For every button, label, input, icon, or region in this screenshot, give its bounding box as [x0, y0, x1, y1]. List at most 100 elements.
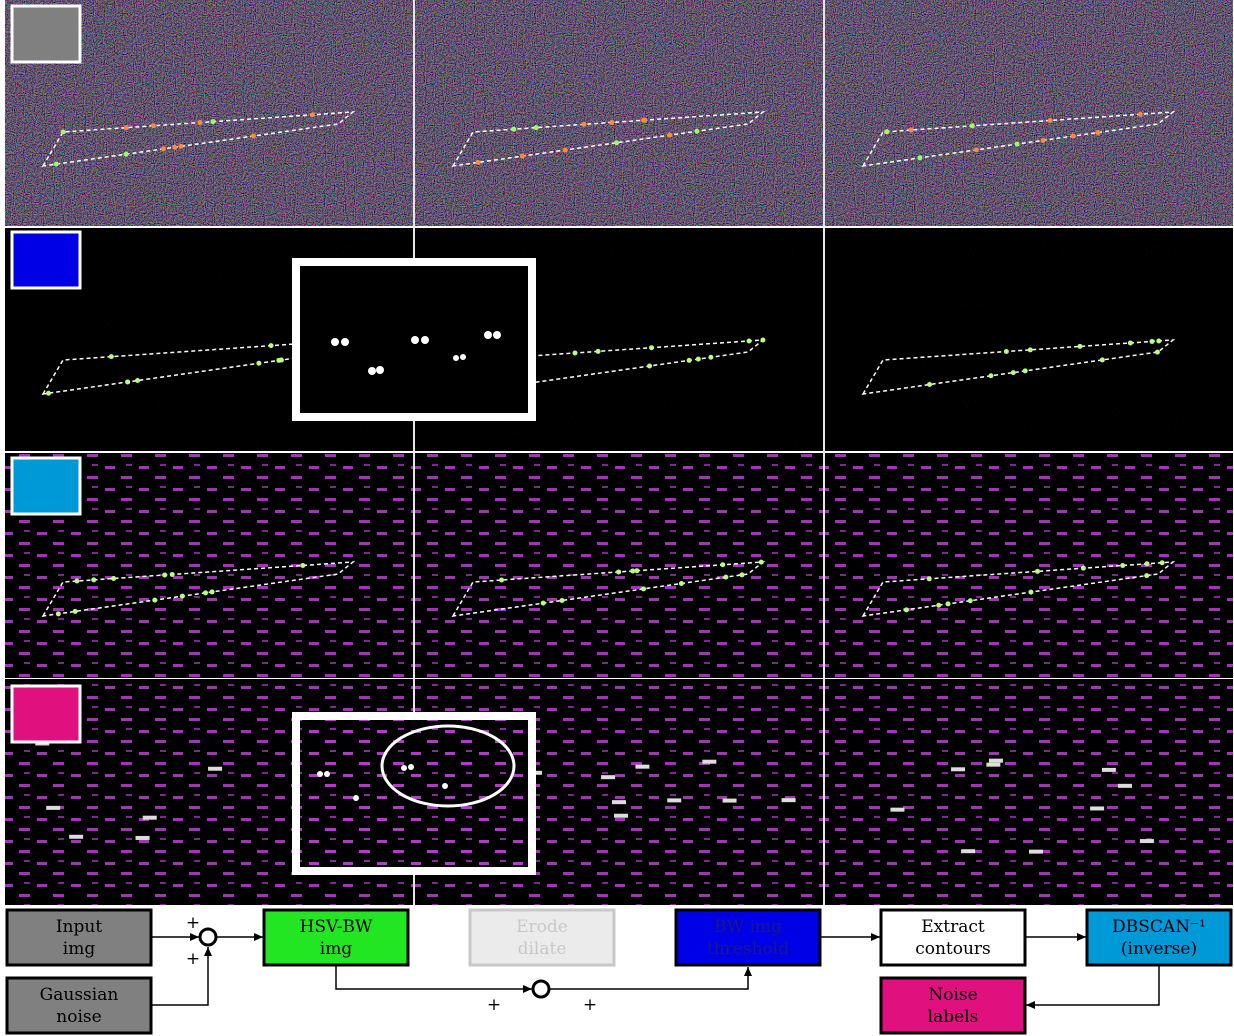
marker-dot — [1160, 560, 1165, 565]
marker-dot — [1029, 850, 1043, 854]
image-panel — [415, 0, 823, 226]
marker-dot — [61, 129, 66, 134]
image-panel — [825, 679, 1233, 905]
marker-dot — [46, 391, 51, 396]
image-panel — [825, 0, 1233, 226]
marker-dot — [1140, 839, 1154, 843]
swatch-cyan — [12, 458, 80, 514]
node-label: threshold — [707, 939, 789, 959]
marker-dot — [1028, 590, 1033, 595]
marker-dot — [1144, 561, 1149, 566]
marker-dot — [572, 350, 577, 355]
marker-dot — [69, 835, 83, 839]
marker-dot — [927, 382, 932, 387]
image-panel — [825, 228, 1233, 451]
marker-dot — [988, 373, 993, 378]
swatch-magenta — [12, 686, 80, 742]
marker-dot — [614, 814, 628, 818]
marker-dot — [890, 808, 904, 812]
marker-dot — [276, 358, 281, 363]
marker-dot — [946, 601, 951, 606]
marker-dot — [951, 767, 965, 771]
node-label: img — [320, 939, 353, 959]
node: Inputimg — [7, 910, 151, 965]
node: Extractcontours — [881, 910, 1025, 965]
marker-dot — [46, 806, 60, 810]
panel-labels — [825, 453, 1233, 678]
marker-dot — [475, 160, 480, 165]
marker-dot — [151, 123, 156, 128]
marker-dot — [1156, 338, 1161, 343]
node-label: DBSCAN⁻¹ — [1112, 917, 1206, 937]
marker-dot — [1128, 340, 1133, 345]
marker-dot — [702, 760, 716, 764]
node-label: dilate — [518, 939, 567, 959]
marker-dot — [143, 816, 157, 820]
marker-dot — [634, 568, 639, 573]
node: DBSCAN⁻¹(inverse) — [1087, 910, 1231, 965]
node-label: Extract — [921, 917, 985, 937]
node-label: BW img — [714, 917, 782, 937]
marker-dot — [208, 767, 222, 771]
marker-dot — [197, 120, 202, 125]
marker-dot — [1138, 112, 1143, 117]
marker-dot — [1095, 130, 1100, 135]
node-label: HSV-BW — [300, 917, 373, 937]
node-label: (inverse) — [1121, 939, 1197, 959]
marker-dot — [135, 378, 140, 383]
marker-dot — [723, 575, 728, 580]
marker-dot — [694, 129, 699, 134]
marker-dot — [1028, 347, 1033, 352]
marker-dot — [747, 338, 752, 343]
marker-dot — [667, 798, 681, 802]
panel-noise — [825, 228, 1233, 451]
marker-dot — [136, 836, 150, 840]
marker-dot — [961, 849, 975, 853]
marker-dot — [1071, 134, 1076, 139]
marker-dot — [520, 154, 525, 159]
marker-dot — [170, 572, 175, 577]
sign: + — [186, 913, 200, 933]
marker-dot — [124, 125, 129, 130]
node-label: img — [63, 939, 96, 959]
marker-dot — [917, 155, 922, 160]
marker-dot — [541, 601, 546, 606]
marker-dot — [609, 120, 614, 125]
sign: + — [487, 995, 501, 1015]
marker-dot — [109, 354, 114, 359]
image-grid — [0, 0, 1234, 905]
swatch-gray — [12, 6, 80, 62]
marker-dot — [1048, 118, 1053, 123]
marker-dot — [111, 576, 116, 581]
marker-dot — [511, 127, 516, 132]
marker-dot — [759, 560, 764, 565]
marker-dot — [936, 603, 941, 608]
node-label: contours — [915, 939, 991, 959]
marker-dot — [723, 799, 737, 803]
marker-dot — [1100, 357, 1105, 362]
marker-dot — [125, 379, 130, 384]
marker-dot — [1004, 349, 1009, 354]
marker-dot — [909, 128, 914, 133]
marker-dot — [1035, 569, 1040, 574]
marker-dot — [760, 338, 765, 343]
sum-node — [533, 981, 549, 997]
marker-dot — [1081, 566, 1086, 571]
marker-dot — [1155, 350, 1160, 355]
marker-dot — [1023, 368, 1028, 373]
marker-dot — [178, 144, 183, 149]
marker-dot — [1015, 142, 1020, 147]
image-panel — [825, 453, 1233, 678]
marker-dot — [667, 133, 672, 138]
marker-dot — [124, 152, 129, 157]
image-panel — [415, 453, 823, 678]
sign: + — [186, 949, 200, 969]
marker-dot — [708, 355, 713, 360]
marker-dot — [635, 765, 649, 769]
sign: + — [583, 995, 597, 1015]
sum-node — [200, 929, 216, 945]
marker-dot — [269, 343, 274, 348]
marker-dot — [739, 572, 744, 577]
